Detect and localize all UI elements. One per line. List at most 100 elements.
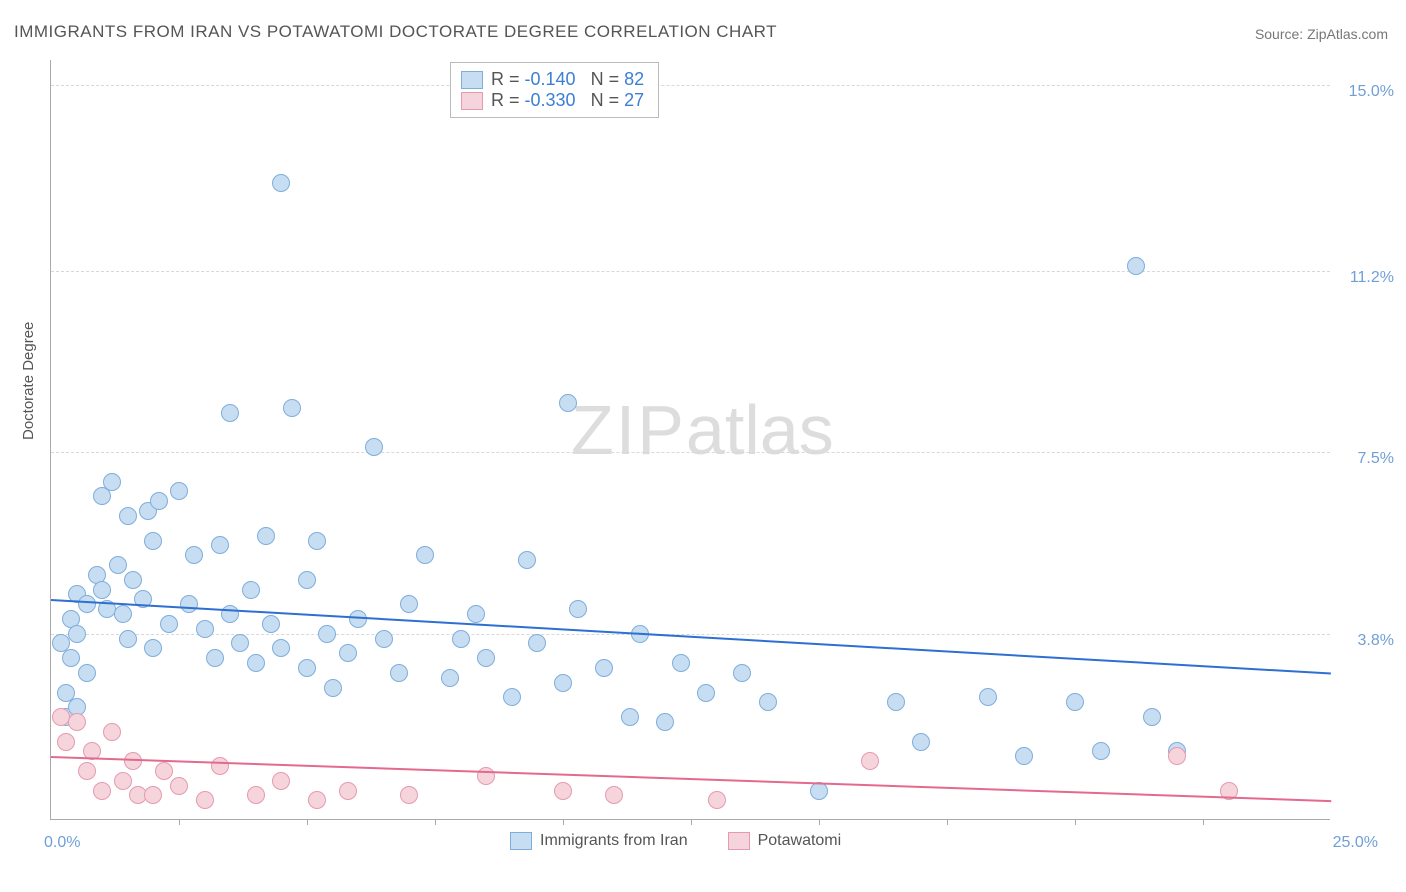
scatter-point-iran — [160, 615, 178, 633]
scatter-point-iran — [400, 595, 418, 613]
source-label: Source: — [1255, 26, 1307, 42]
scatter-point-potawatomi — [103, 723, 121, 741]
legend-swatch-icon — [728, 832, 750, 850]
scatter-point-iran — [759, 693, 777, 711]
scatter-point-iran — [416, 546, 434, 564]
y-tick-label: 3.8% — [1358, 632, 1394, 650]
scatter-point-iran — [1066, 693, 1084, 711]
legend-row: R = -0.330 N = 27 — [461, 90, 644, 111]
scatter-point-potawatomi — [339, 782, 357, 800]
scatter-point-iran — [109, 556, 127, 574]
scatter-point-iran — [272, 174, 290, 192]
legend-swatch-icon — [510, 832, 532, 850]
x-tick — [435, 819, 436, 825]
scatter-point-potawatomi — [196, 791, 214, 809]
scatter-point-iran — [554, 674, 572, 692]
scatter-point-iran — [672, 654, 690, 672]
trend-line-potawatomi — [51, 756, 1331, 802]
x-tick — [307, 819, 308, 825]
x-tick — [819, 819, 820, 825]
scatter-point-iran — [119, 630, 137, 648]
scatter-point-iran — [621, 708, 639, 726]
scatter-point-iran — [119, 507, 137, 525]
x-tick — [563, 819, 564, 825]
x-tick — [1203, 819, 1204, 825]
scatter-point-potawatomi — [78, 762, 96, 780]
source-name: ZipAtlas.com — [1307, 26, 1388, 42]
scatter-point-potawatomi — [605, 786, 623, 804]
scatter-point-potawatomi — [68, 713, 86, 731]
scatter-point-potawatomi — [400, 786, 418, 804]
scatter-point-iran — [375, 630, 393, 648]
legend-label: Immigrants from Iran — [540, 832, 688, 850]
x-end-label: 25.0% — [1333, 834, 1378, 852]
scatter-point-iran — [365, 438, 383, 456]
scatter-point-iran — [569, 600, 587, 618]
x-tick — [691, 819, 692, 825]
scatter-point-iran — [78, 664, 96, 682]
scatter-point-iran — [308, 532, 326, 550]
scatter-point-potawatomi — [247, 786, 265, 804]
scatter-point-iran — [247, 654, 265, 672]
legend-item-iran: Immigrants from Iran — [510, 832, 688, 850]
scatter-point-iran — [93, 581, 111, 599]
series-legend: Immigrants from Iran Potawatomi — [510, 832, 841, 850]
scatter-point-iran — [477, 649, 495, 667]
scatter-point-iran — [298, 659, 316, 677]
scatter-point-iran — [1127, 257, 1145, 275]
scatter-point-iran — [503, 688, 521, 706]
scatter-point-iran — [124, 571, 142, 589]
scatter-point-potawatomi — [477, 767, 495, 785]
scatter-point-potawatomi — [308, 791, 326, 809]
gridline — [51, 85, 1330, 86]
x-tick — [947, 819, 948, 825]
scatter-point-iran — [656, 713, 674, 731]
scatter-point-iran — [262, 615, 280, 633]
y-tick-label: 15.0% — [1349, 83, 1394, 101]
scatter-point-iran — [272, 639, 290, 657]
legend-row: R = -0.140 N = 82 — [461, 69, 644, 90]
legend-text: R = -0.140 N = 82 — [491, 69, 644, 90]
scatter-point-iran — [559, 394, 577, 412]
scatter-point-iran — [452, 630, 470, 648]
scatter-point-iran — [196, 620, 214, 638]
chart-title: IMMIGRANTS FROM IRAN VS POTAWATOMI DOCTO… — [14, 22, 777, 42]
scatter-point-iran — [170, 482, 188, 500]
scatter-plot-area: ZIPatlas — [50, 60, 1330, 820]
scatter-point-iran — [231, 634, 249, 652]
y-tick-label: 7.5% — [1358, 450, 1394, 468]
scatter-point-iran — [144, 639, 162, 657]
scatter-point-potawatomi — [170, 777, 188, 795]
scatter-point-iran — [78, 595, 96, 613]
watermark: ZIPatlas — [571, 390, 834, 470]
watermark-atlas: atlas — [686, 391, 834, 469]
scatter-point-potawatomi — [1168, 747, 1186, 765]
scatter-point-iran — [1092, 742, 1110, 760]
scatter-point-potawatomi — [57, 733, 75, 751]
scatter-point-iran — [242, 581, 260, 599]
scatter-point-iran — [467, 605, 485, 623]
legend-swatch-icon — [461, 92, 483, 110]
scatter-point-iran — [144, 532, 162, 550]
source-attribution: Source: ZipAtlas.com — [1255, 26, 1388, 42]
scatter-point-potawatomi — [272, 772, 290, 790]
scatter-point-iran — [103, 473, 121, 491]
y-axis-label: Doctorate Degree — [20, 322, 37, 440]
scatter-point-potawatomi — [114, 772, 132, 790]
scatter-point-iran — [68, 625, 86, 643]
scatter-point-iran — [298, 571, 316, 589]
scatter-point-potawatomi — [93, 782, 111, 800]
legend-text: R = -0.330 N = 27 — [491, 90, 644, 111]
scatter-point-potawatomi — [144, 786, 162, 804]
scatter-point-iran — [912, 733, 930, 751]
legend-item-potawatomi: Potawatomi — [728, 832, 842, 850]
scatter-point-potawatomi — [861, 752, 879, 770]
scatter-point-iran — [441, 669, 459, 687]
scatter-point-potawatomi — [155, 762, 173, 780]
x-tick — [1075, 819, 1076, 825]
scatter-point-iran — [221, 404, 239, 422]
scatter-point-iran — [1143, 708, 1161, 726]
correlation-legend: R = -0.140 N = 82R = -0.330 N = 27 — [450, 62, 659, 118]
scatter-point-iran — [318, 625, 336, 643]
scatter-point-iran — [887, 693, 905, 711]
